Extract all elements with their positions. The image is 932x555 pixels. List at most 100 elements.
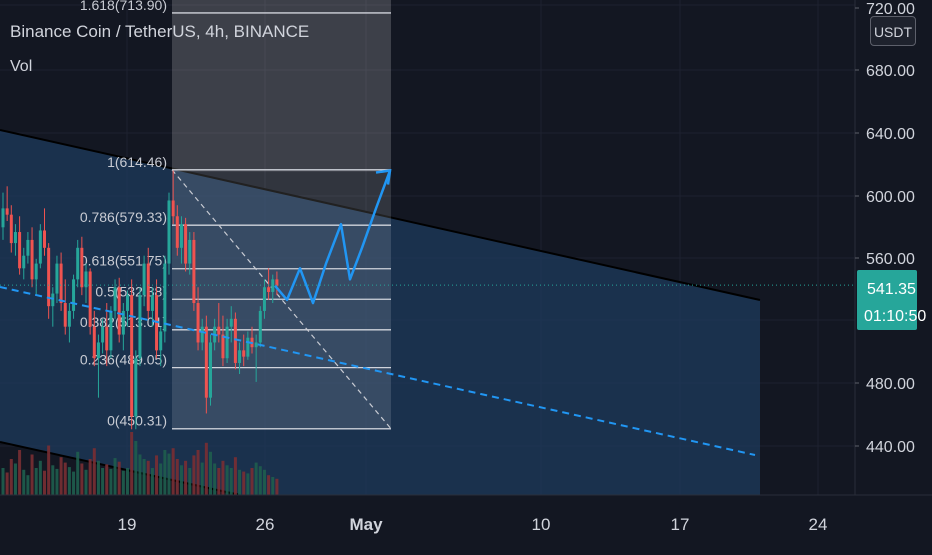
currency-button[interactable]: USDT (870, 16, 916, 46)
candle-body (22, 255, 26, 269)
volume-bar (167, 453, 171, 495)
volume-bar (47, 445, 51, 495)
price-tick-label: 680.00 (866, 63, 915, 80)
candle-body (43, 230, 46, 248)
volume-bar (126, 468, 129, 495)
candle-body (76, 247, 80, 280)
volume-bar (22, 469, 26, 495)
volume-bar (76, 451, 80, 495)
candle-body (196, 303, 200, 343)
channel-upper-line (0, 129, 761, 301)
volume-bar (258, 466, 262, 495)
candle-body (267, 287, 271, 292)
price-tick-label: 600.00 (866, 189, 915, 206)
candle-body (179, 224, 183, 248)
candle-body (63, 303, 67, 327)
time-tick-label: 17 (671, 515, 690, 534)
volume-bar (238, 469, 242, 495)
candle-body (92, 326, 96, 359)
candlestick-series (1, 170, 279, 430)
volume-bar (80, 463, 84, 495)
volume-bar (105, 464, 109, 495)
candle-body (67, 310, 71, 327)
volume-indicator-label[interactable]: Vol (10, 58, 33, 75)
candle-body (167, 200, 171, 264)
candle-body (55, 263, 59, 294)
candle-body (254, 342, 258, 348)
candle-body (159, 331, 163, 351)
candle-body (51, 293, 55, 307)
candle-body (121, 310, 125, 335)
current-price-tag (857, 270, 917, 330)
volume-bar (55, 468, 59, 495)
candle-body (262, 287, 266, 311)
volume-bar (246, 473, 250, 495)
candle-body (134, 358, 138, 417)
volume-bar (254, 462, 258, 495)
symbol-title[interactable]: Binance Coin / TetherUS, 4h, BINANCE (10, 22, 310, 41)
channel-fill (0, 130, 760, 495)
candle-body (246, 337, 250, 357)
volume-bar (192, 455, 196, 495)
fib-level-label: 0.786(579.33) (80, 209, 167, 225)
volume-bar (26, 475, 30, 495)
volume-bar (51, 465, 55, 495)
volume-bar (84, 469, 88, 495)
volume-bar (138, 454, 142, 495)
time-tick-label: 26 (256, 515, 275, 534)
fib-extension-zone (172, 0, 391, 172)
time-tick-label: May (349, 515, 383, 534)
volume-bar (188, 468, 192, 495)
volume-bar (96, 460, 100, 495)
candle-body (217, 326, 221, 335)
price-tick-label: 560.00 (866, 251, 915, 268)
volume-bar (30, 454, 34, 495)
volume-bar (72, 471, 76, 495)
volume-bar (146, 460, 150, 495)
candle-body (192, 239, 196, 304)
candle-body (88, 271, 92, 327)
channel-median-line (0, 286, 756, 456)
volume-bar (250, 468, 254, 495)
time-tick-label: 10 (532, 515, 551, 534)
candle-body (34, 263, 38, 280)
volume-bar (59, 457, 63, 495)
time-axis-panel (0, 495, 932, 550)
volume-bar (109, 468, 113, 495)
candle-body (126, 295, 129, 311)
candle-body (209, 342, 212, 398)
candle-body (59, 263, 63, 304)
volume-bar (225, 465, 229, 495)
volume-bar (221, 460, 225, 495)
volume-bar (267, 475, 271, 495)
candle-body (130, 295, 134, 417)
volume-bar (233, 457, 237, 495)
trend-overlays[interactable] (0, 169, 855, 456)
candle-body (271, 279, 275, 292)
volume-bar (38, 460, 42, 495)
candle-body (188, 239, 192, 264)
fib-level-label: 0.236(489.05) (80, 352, 167, 368)
time-tick-label: 19 (118, 515, 137, 534)
candle-body (101, 326, 105, 343)
candle-body (72, 279, 76, 311)
candle-body (9, 214, 13, 244)
candle-body (5, 208, 9, 215)
candle-body (18, 232, 22, 269)
volume-bar (121, 470, 125, 495)
candle-body (200, 326, 204, 343)
fib-zone-background (172, 0, 391, 430)
volume-bar (217, 468, 221, 495)
candle-body (233, 318, 237, 363)
fib-trend-line (171, 169, 392, 430)
volume-bar (196, 450, 200, 495)
fib-level-label: 0.618(551.75) (80, 253, 167, 269)
volume-bar (150, 468, 154, 495)
fib-level-label: 0(450.31) (107, 413, 167, 429)
candle-body (109, 310, 113, 351)
candle-body (204, 326, 208, 398)
price-tick-label: 720.00 (866, 1, 915, 18)
fib-level-label: 1.618(713.90) (80, 0, 167, 13)
